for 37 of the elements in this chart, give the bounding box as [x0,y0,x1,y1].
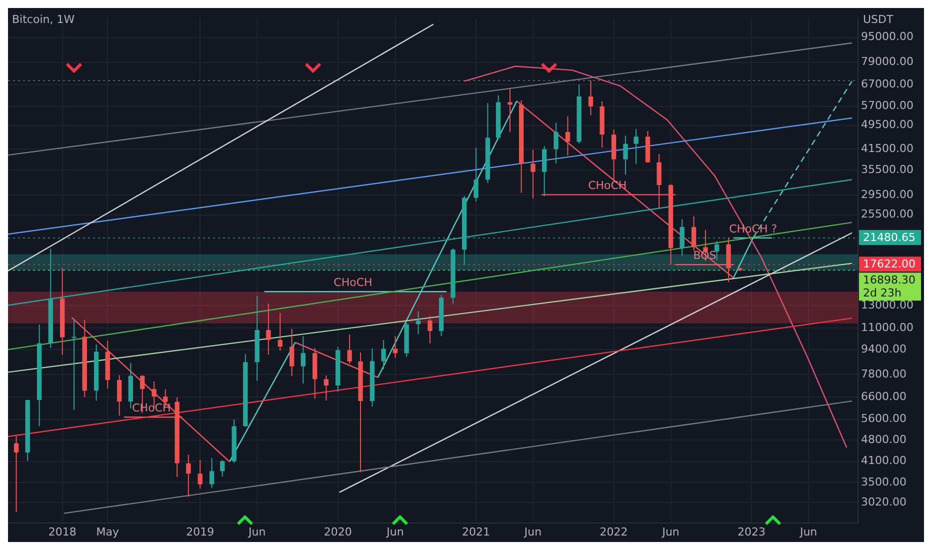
y-tick-label: 3500.00 [861,476,906,489]
y-tick-label: 13000.00 [861,298,914,312]
y-tick-label: 41500.00 [861,142,914,155]
x-tick-label: 2022 [600,525,628,538]
ref-line-label: 17622.00 [863,258,916,271]
y-axis-title: USDT [863,12,894,26]
y-tick-label: 49500.00 [861,118,914,132]
x-tick-label: Jun [386,525,404,538]
y-tick-label: 79000.00 [861,55,914,68]
y-tick-label: 35500.00 [861,163,914,176]
y-tick-label: 57000.00 [861,99,914,112]
y-tick-label: 9400.00 [861,342,906,356]
annotation: CHoCH [334,276,372,289]
x-tick-label: Jun [661,525,680,538]
y-tick-label: 11000.00 [861,321,914,334]
chart-title: Bitcoin, 1W [12,12,75,26]
ref-line-label: 16898.30 2d 23h [863,274,916,300]
x-tick-label: May [96,525,120,538]
x-tick-label: 2021 [462,525,490,538]
y-tick-label: 4100.00 [861,454,906,468]
x-tick-label: Jun [523,525,542,538]
x-tick-label: 2018 [48,525,76,538]
y-tick-label: 3020.00 [861,495,906,508]
y-tick-label: 6600.00 [861,390,906,403]
ref-line-label: 21480.65 [863,230,916,244]
y-tick-label: 67000.00 [861,77,914,90]
y-tick-label: 4800.00 [861,432,906,446]
x-tick-label: Jun [798,525,818,538]
x-tick-label: 2023 [738,525,766,538]
y-tick-label: 25500.00 [861,208,914,221]
y-tick-label: 7800.00 [861,367,906,380]
x-tick-label: 2019 [186,525,214,538]
x-tick-label: 2020 [324,525,352,538]
x-tick-label: Jun [248,525,266,538]
y-tick-label: 95000.00 [861,30,914,44]
y-tick-label: 5600.00 [861,412,906,426]
y-tick-label: 29500.00 [861,188,914,201]
